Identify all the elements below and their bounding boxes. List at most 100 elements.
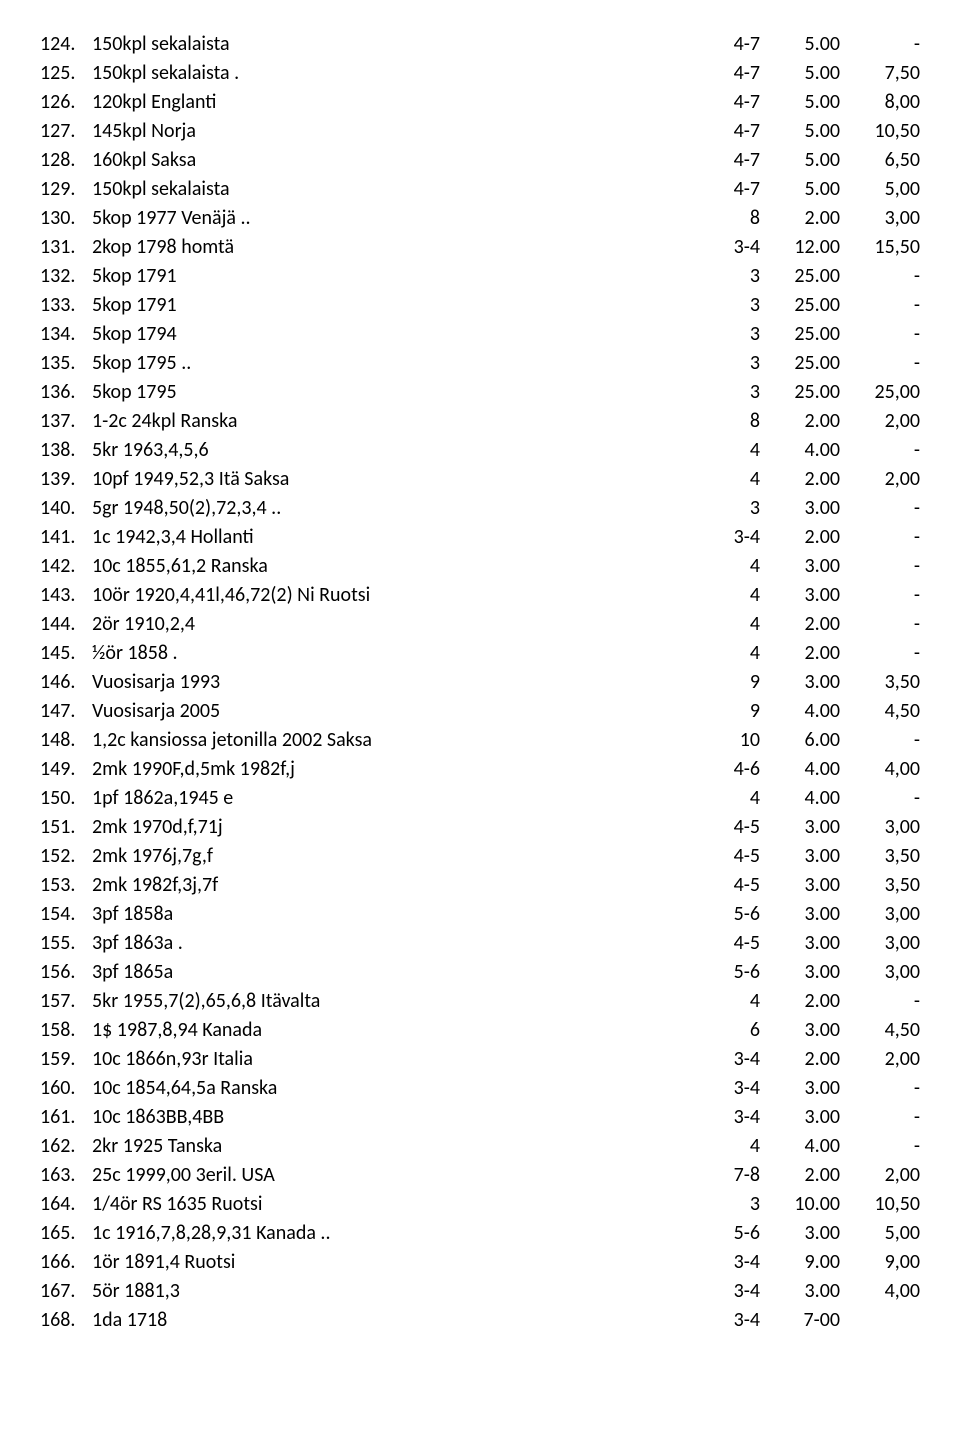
row-description: 10c 1866n,93r Italia <box>92 1045 700 1074</box>
row-col3: - <box>840 639 920 668</box>
table-row: 131.2kop 1798 homtä3-412.0015,50 <box>40 233 920 262</box>
table-row: 129.150kpl sekalaista4-75.005,00 <box>40 175 920 204</box>
table-row: 132.5kop 1791325.00- <box>40 262 920 291</box>
row-col1: 3-4 <box>700 1074 760 1103</box>
row-description: 1,2c kansiossa jetonilla 2002 Saksa <box>92 726 700 755</box>
table-row: 167.5ör 1881,33-43.004,00 <box>40 1277 920 1306</box>
row-number: 130. <box>40 204 92 233</box>
row-col3: - <box>840 726 920 755</box>
row-col3: 5,00 <box>840 1219 920 1248</box>
row-col1: 3 <box>700 1190 760 1219</box>
row-description: 5kop 1791 <box>92 262 700 291</box>
row-description: 2kr 1925 Tanska <box>92 1132 700 1161</box>
row-col3: - <box>840 523 920 552</box>
row-col2: 5.00 <box>760 117 840 146</box>
row-col1: 4 <box>700 784 760 813</box>
table-row: 147.Vuosisarja 200594.004,50 <box>40 697 920 726</box>
row-description: 10c 1854,64,5a Ranska <box>92 1074 700 1103</box>
row-number: 143. <box>40 581 92 610</box>
row-number: 166. <box>40 1248 92 1277</box>
table-row: 126.120kpl Englanti4-75.008,00 <box>40 88 920 117</box>
table-row: 141.1c 1942,3,4 Hollanti3-42.00- <box>40 523 920 552</box>
row-col3: 3,00 <box>840 929 920 958</box>
row-number: 137. <box>40 407 92 436</box>
row-number: 162. <box>40 1132 92 1161</box>
row-col3: - <box>840 552 920 581</box>
row-description: 10c 1863BB,4BB <box>92 1103 700 1132</box>
row-description: 10ör 1920,4,41l,46,72(2) Ni Ruotsi <box>92 581 700 610</box>
row-col3: 3,00 <box>840 958 920 987</box>
row-col1: 4-6 <box>700 755 760 784</box>
row-number: 129. <box>40 175 92 204</box>
row-col3: 25,00 <box>840 378 920 407</box>
row-description: 1da 1718 <box>92 1306 700 1335</box>
row-col1: 3-4 <box>700 523 760 552</box>
row-col3: 3,50 <box>840 871 920 900</box>
row-col1: 4 <box>700 465 760 494</box>
row-col2: 3.00 <box>760 900 840 929</box>
row-col1: 4-7 <box>700 146 760 175</box>
row-col1: 5-6 <box>700 1219 760 1248</box>
row-description: 150kpl sekalaista <box>92 30 700 59</box>
row-col1: 4-7 <box>700 88 760 117</box>
row-col2: 2.00 <box>760 407 840 436</box>
row-col3: 2,00 <box>840 407 920 436</box>
row-col1: 3 <box>700 320 760 349</box>
row-number: 151. <box>40 813 92 842</box>
row-number: 146. <box>40 668 92 697</box>
row-col3 <box>840 1306 920 1335</box>
table-row: 165.1c 1916,7,8,28,9,31 Kanada ..5-63.00… <box>40 1219 920 1248</box>
table-row: 159.10c 1866n,93r Italia3-42.002,00 <box>40 1045 920 1074</box>
row-col3: - <box>840 30 920 59</box>
row-number: 158. <box>40 1016 92 1045</box>
row-col1: 4 <box>700 610 760 639</box>
row-number: 168. <box>40 1306 92 1335</box>
table-row: 151.2mk 1970d,f,71j4-53.003,00 <box>40 813 920 842</box>
row-col3: - <box>840 784 920 813</box>
row-col1: 4 <box>700 581 760 610</box>
row-col2: 5.00 <box>760 30 840 59</box>
row-col1: 4 <box>700 436 760 465</box>
row-col2: 3.00 <box>760 581 840 610</box>
row-col1: 9 <box>700 697 760 726</box>
table-row: 146.Vuosisarja 199393.003,50 <box>40 668 920 697</box>
row-col1: 4-7 <box>700 117 760 146</box>
table-row: 152.2mk 1976j,7g,f4-53.003,50 <box>40 842 920 871</box>
row-col3: 4,00 <box>840 755 920 784</box>
row-number: 152. <box>40 842 92 871</box>
table-row: 139.10pf 1949,52,3 Itä Saksa42.002,00 <box>40 465 920 494</box>
row-col2: 5.00 <box>760 88 840 117</box>
row-number: 160. <box>40 1074 92 1103</box>
table-row: 162.2kr 1925 Tanska44.00- <box>40 1132 920 1161</box>
row-col2: 2.00 <box>760 204 840 233</box>
table-row: 124.150kpl sekalaista4-75.00- <box>40 30 920 59</box>
row-col2: 3.00 <box>760 1219 840 1248</box>
row-number: 161. <box>40 1103 92 1132</box>
row-description: 5kop 1794 <box>92 320 700 349</box>
row-description: 5gr 1948,50(2),72,3,4 .. <box>92 494 700 523</box>
row-col2: 5.00 <box>760 175 840 204</box>
row-number: 154. <box>40 900 92 929</box>
row-description: 2mk 1990F,d,5mk 1982f,j <box>92 755 700 784</box>
row-col1: 8 <box>700 407 760 436</box>
row-col2: 4.00 <box>760 784 840 813</box>
row-col1: 4-7 <box>700 175 760 204</box>
row-col3: 2,00 <box>840 1045 920 1074</box>
row-col3: - <box>840 1103 920 1132</box>
row-description: 150kpl sekalaista <box>92 175 700 204</box>
row-number: 150. <box>40 784 92 813</box>
row-col2: 4.00 <box>760 436 840 465</box>
row-number: 159. <box>40 1045 92 1074</box>
row-number: 167. <box>40 1277 92 1306</box>
row-col3: 6,50 <box>840 146 920 175</box>
row-col2: 3.00 <box>760 494 840 523</box>
table-row: 134.5kop 1794325.00- <box>40 320 920 349</box>
row-col1: 4-7 <box>700 59 760 88</box>
row-col3: 2,00 <box>840 465 920 494</box>
row-col1: 4-5 <box>700 929 760 958</box>
row-col2: 6.00 <box>760 726 840 755</box>
row-col3: 10,50 <box>840 117 920 146</box>
row-number: 163. <box>40 1161 92 1190</box>
table-row: 135.5kop 1795 ..325.00- <box>40 349 920 378</box>
row-number: 128. <box>40 146 92 175</box>
